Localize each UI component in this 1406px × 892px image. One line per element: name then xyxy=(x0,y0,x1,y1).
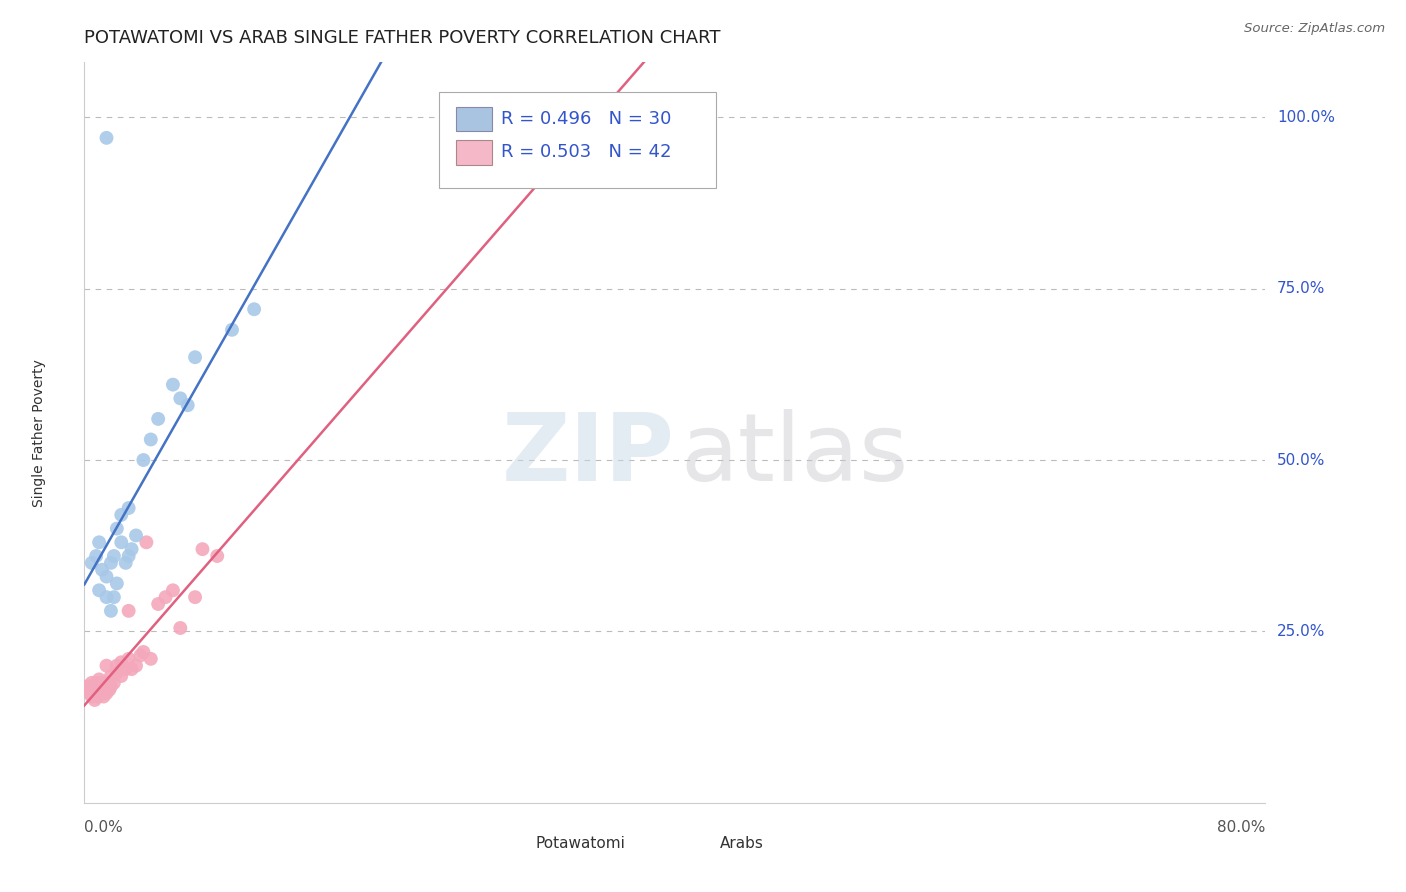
Text: atlas: atlas xyxy=(681,409,910,500)
Point xyxy=(148,412,170,426)
Point xyxy=(243,302,266,317)
Point xyxy=(162,377,184,392)
Text: Source: ZipAtlas.com: Source: ZipAtlas.com xyxy=(1244,22,1385,36)
Text: Single Father Poverty: Single Father Poverty xyxy=(32,359,46,507)
Point xyxy=(91,563,114,577)
Point xyxy=(221,323,243,337)
Point xyxy=(114,662,136,676)
Point xyxy=(76,679,98,693)
Point xyxy=(96,658,118,673)
Point xyxy=(110,535,132,549)
Point xyxy=(98,682,121,697)
Point xyxy=(77,686,100,700)
Point xyxy=(207,549,229,563)
Point xyxy=(100,604,122,618)
Point xyxy=(132,453,155,467)
Bar xyxy=(457,140,492,165)
Bar xyxy=(686,835,713,853)
Point xyxy=(93,690,115,704)
FancyBboxPatch shape xyxy=(439,92,716,188)
Point xyxy=(87,673,111,687)
Bar xyxy=(457,107,492,131)
Point xyxy=(87,686,111,700)
Point xyxy=(82,682,104,697)
Point xyxy=(139,652,162,666)
Bar xyxy=(503,835,530,853)
Text: Potawatomi: Potawatomi xyxy=(536,836,626,851)
Point xyxy=(110,669,132,683)
Point xyxy=(103,549,125,563)
Text: 25.0%: 25.0% xyxy=(1277,624,1326,639)
Point xyxy=(83,693,105,707)
Point xyxy=(184,350,207,364)
Point xyxy=(100,679,122,693)
Point xyxy=(80,690,103,704)
Point xyxy=(96,131,118,145)
Point xyxy=(86,690,108,704)
Point xyxy=(96,686,118,700)
Point xyxy=(162,583,184,598)
Text: ZIP: ZIP xyxy=(502,409,675,500)
Point xyxy=(184,590,207,604)
Point xyxy=(105,522,128,536)
Point xyxy=(91,682,114,697)
Point xyxy=(100,669,122,683)
Point xyxy=(110,508,132,522)
Point xyxy=(87,535,111,549)
Point xyxy=(169,621,191,635)
Point xyxy=(169,392,191,406)
Point xyxy=(105,576,128,591)
Text: POTAWATOMI VS ARAB SINGLE FATHER POVERTY CORRELATION CHART: POTAWATOMI VS ARAB SINGLE FATHER POVERTY… xyxy=(84,29,721,47)
Point xyxy=(96,590,118,604)
Point xyxy=(110,655,132,669)
Text: 80.0%: 80.0% xyxy=(1218,820,1265,835)
Point xyxy=(118,501,141,516)
Point xyxy=(132,645,155,659)
Point xyxy=(125,528,148,542)
Point xyxy=(129,648,152,663)
Text: Arabs: Arabs xyxy=(720,836,763,851)
Point xyxy=(121,662,143,676)
Point xyxy=(103,676,125,690)
Point xyxy=(177,398,200,412)
Text: 100.0%: 100.0% xyxy=(1277,110,1336,125)
Point xyxy=(94,679,117,693)
Text: R = 0.503   N = 42: R = 0.503 N = 42 xyxy=(502,143,672,161)
Point xyxy=(121,542,143,557)
Text: 50.0%: 50.0% xyxy=(1277,452,1326,467)
Point xyxy=(139,433,162,447)
Point xyxy=(103,590,125,604)
Point xyxy=(118,549,141,563)
Text: 75.0%: 75.0% xyxy=(1277,281,1326,296)
Point xyxy=(105,665,128,680)
Point xyxy=(80,676,103,690)
Point xyxy=(135,535,157,549)
Point xyxy=(84,686,107,700)
Point xyxy=(80,556,103,570)
Point xyxy=(191,542,214,557)
Point xyxy=(148,597,170,611)
Point xyxy=(97,676,120,690)
Point xyxy=(96,569,118,583)
Point xyxy=(118,604,141,618)
Text: R = 0.496   N = 30: R = 0.496 N = 30 xyxy=(502,110,672,128)
Point xyxy=(87,583,111,598)
Point xyxy=(84,676,107,690)
Point xyxy=(91,676,114,690)
Point xyxy=(125,658,148,673)
Point xyxy=(114,556,136,570)
Point xyxy=(100,556,122,570)
Point xyxy=(155,590,177,604)
Text: 0.0%: 0.0% xyxy=(84,820,124,835)
Point xyxy=(118,652,141,666)
Point xyxy=(84,549,107,563)
Point xyxy=(105,658,128,673)
